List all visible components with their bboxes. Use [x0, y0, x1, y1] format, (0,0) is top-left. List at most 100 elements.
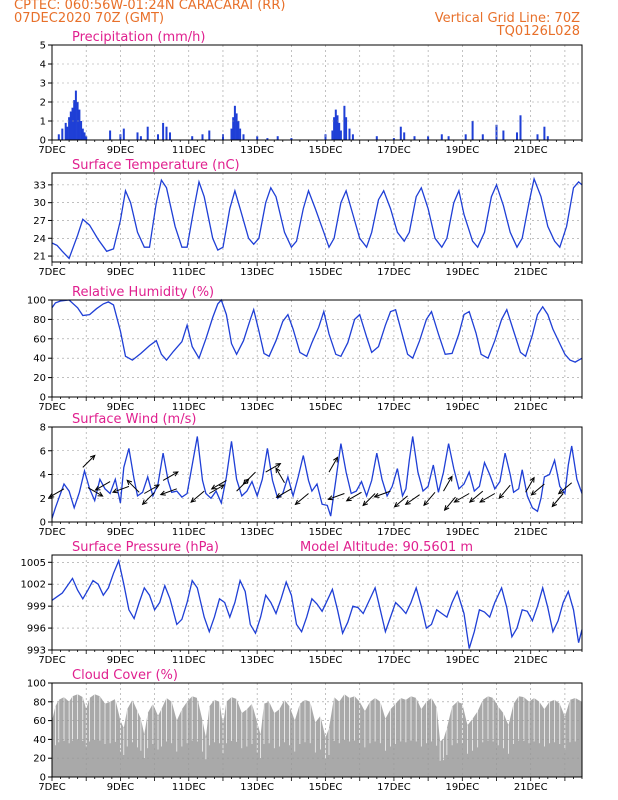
x-tick-label: 21DEC	[514, 655, 548, 666]
precip-bar	[546, 136, 549, 140]
precip-bar	[165, 126, 168, 140]
precip-bar	[495, 124, 498, 140]
y-tick-label: 993	[27, 646, 46, 657]
precip-bar	[348, 128, 351, 140]
x-tick-label: 9DEC	[107, 402, 134, 413]
wind-arrow-shaft	[328, 457, 338, 473]
precip-bar	[85, 136, 88, 140]
y-tick-label: 6	[40, 446, 46, 457]
wind-arrow-head	[111, 488, 118, 494]
y-tick-label: 21	[33, 252, 46, 263]
cloud-cover-title: Cloud Cover (%)	[72, 668, 178, 683]
temperature-title: Surface Temperature (nC)	[72, 158, 240, 173]
wind-arrow-shaft	[423, 491, 436, 506]
precip-bar	[543, 126, 546, 140]
wind-arrow	[141, 491, 155, 506]
precip-bar	[276, 136, 279, 140]
wind-arrow-head	[333, 456, 339, 463]
precip-bar	[68, 117, 71, 140]
wind-arrow-shaft	[190, 490, 205, 503]
wind-arrow	[82, 454, 96, 468]
x-tick-label: 7DEC	[38, 145, 65, 156]
x-tick-label: 17DEC	[377, 655, 411, 666]
y-tick-label: 100	[27, 296, 46, 307]
wind-arrow	[453, 493, 470, 503]
wind-arrow-shaft	[295, 493, 309, 505]
wind-arrow-head	[453, 497, 460, 503]
wind-arrow	[210, 479, 227, 490]
precip-bar	[64, 122, 67, 140]
wind-arrow-shaft	[531, 483, 545, 496]
y-tick-label: 1	[40, 117, 46, 128]
wind-arrow-head	[126, 479, 133, 486]
wind-arrow	[393, 495, 408, 508]
wind-arrow-head	[393, 502, 400, 508]
y-tick-label: 5	[40, 41, 46, 52]
y-tick-label: 999	[27, 602, 46, 613]
wind-arrow	[275, 467, 285, 484]
wind-arrow	[468, 490, 484, 503]
wind-arrow	[551, 493, 564, 508]
precip-bar	[536, 134, 539, 140]
wind-arrow-shaft	[144, 484, 160, 494]
wind-arrow	[443, 475, 453, 492]
wind-arrow-shaft	[405, 494, 420, 505]
precipitation-panel: Precipitation (mm/h) 0 1 2 3 4 5 7DEC 9DEC 11DEC 1…	[38, 30, 583, 156]
x-tick-label: 17DEC	[377, 267, 411, 278]
x-tick-label: 15DEC	[309, 267, 343, 278]
wind-arrow-head	[218, 484, 226, 490]
y-tick-label: 1005	[21, 558, 46, 569]
precip-bar	[208, 130, 211, 140]
wind-arrow-head	[423, 500, 429, 507]
wind-arrow-shaft	[443, 476, 453, 492]
wind-arrow-head	[48, 492, 55, 498]
wind-arrow	[498, 484, 511, 500]
x-tick-label: 11DEC	[172, 655, 206, 666]
wind-arrow	[48, 488, 65, 498]
x-tick-label: 19DEC	[445, 145, 479, 156]
precip-bar	[471, 121, 474, 140]
y-tick-label: 30	[33, 198, 46, 209]
wind-arrow-head	[242, 479, 249, 485]
precip-bar	[375, 136, 378, 140]
wind-arrow-shaft	[95, 481, 111, 491]
y-tick-label: 60	[33, 334, 46, 345]
x-tick-label: 7DEC	[38, 527, 65, 538]
y-tick-label: 996	[27, 624, 46, 635]
x-tick-label: 21DEC	[514, 267, 548, 278]
wind-arrow-shaft	[275, 467, 285, 484]
wind-arrow	[479, 493, 496, 503]
precip-bar	[232, 117, 235, 140]
precip-bar	[109, 130, 112, 140]
x-tick-label: 19DEC	[445, 402, 479, 413]
temperature-frame	[51, 172, 583, 263]
wind-arrow	[404, 494, 420, 506]
wind-arrow-shaft	[362, 493, 376, 506]
wind-arrow-shaft	[394, 495, 408, 508]
wind-arrow	[87, 487, 104, 497]
x-tick-label: 15DEC	[309, 527, 343, 538]
y-tick-label: 4	[40, 470, 46, 481]
x-tick-label: 15DEC	[309, 782, 343, 793]
wind-arrow-head	[154, 484, 161, 490]
precip-bar	[81, 128, 84, 140]
wind-arrow-head	[530, 490, 537, 496]
y-tick-label: 20	[33, 373, 46, 384]
cloud-cover-area	[52, 694, 582, 777]
wind-arrow-shaft	[162, 471, 179, 481]
precip-bar	[146, 126, 149, 140]
wind-arrow-shaft	[265, 463, 281, 473]
wind-arrow-shaft	[454, 493, 470, 503]
wind-series-line	[51, 436, 583, 519]
wind-arrow-shaft	[374, 490, 391, 498]
precip-bar	[169, 132, 171, 140]
x-tick-label: 17DEC	[377, 145, 411, 156]
header-grid-line: Vertical Grid Line: 70Z	[434, 11, 580, 26]
wind-arrow-shaft	[469, 490, 484, 503]
humidity-series-line	[51, 298, 583, 363]
precip-bar	[519, 115, 522, 140]
y-tick-label: 3	[40, 79, 46, 90]
y-tick-label: 2	[40, 494, 46, 505]
wind-arrow	[328, 456, 339, 473]
wind-arrow-shaft	[209, 484, 225, 494]
